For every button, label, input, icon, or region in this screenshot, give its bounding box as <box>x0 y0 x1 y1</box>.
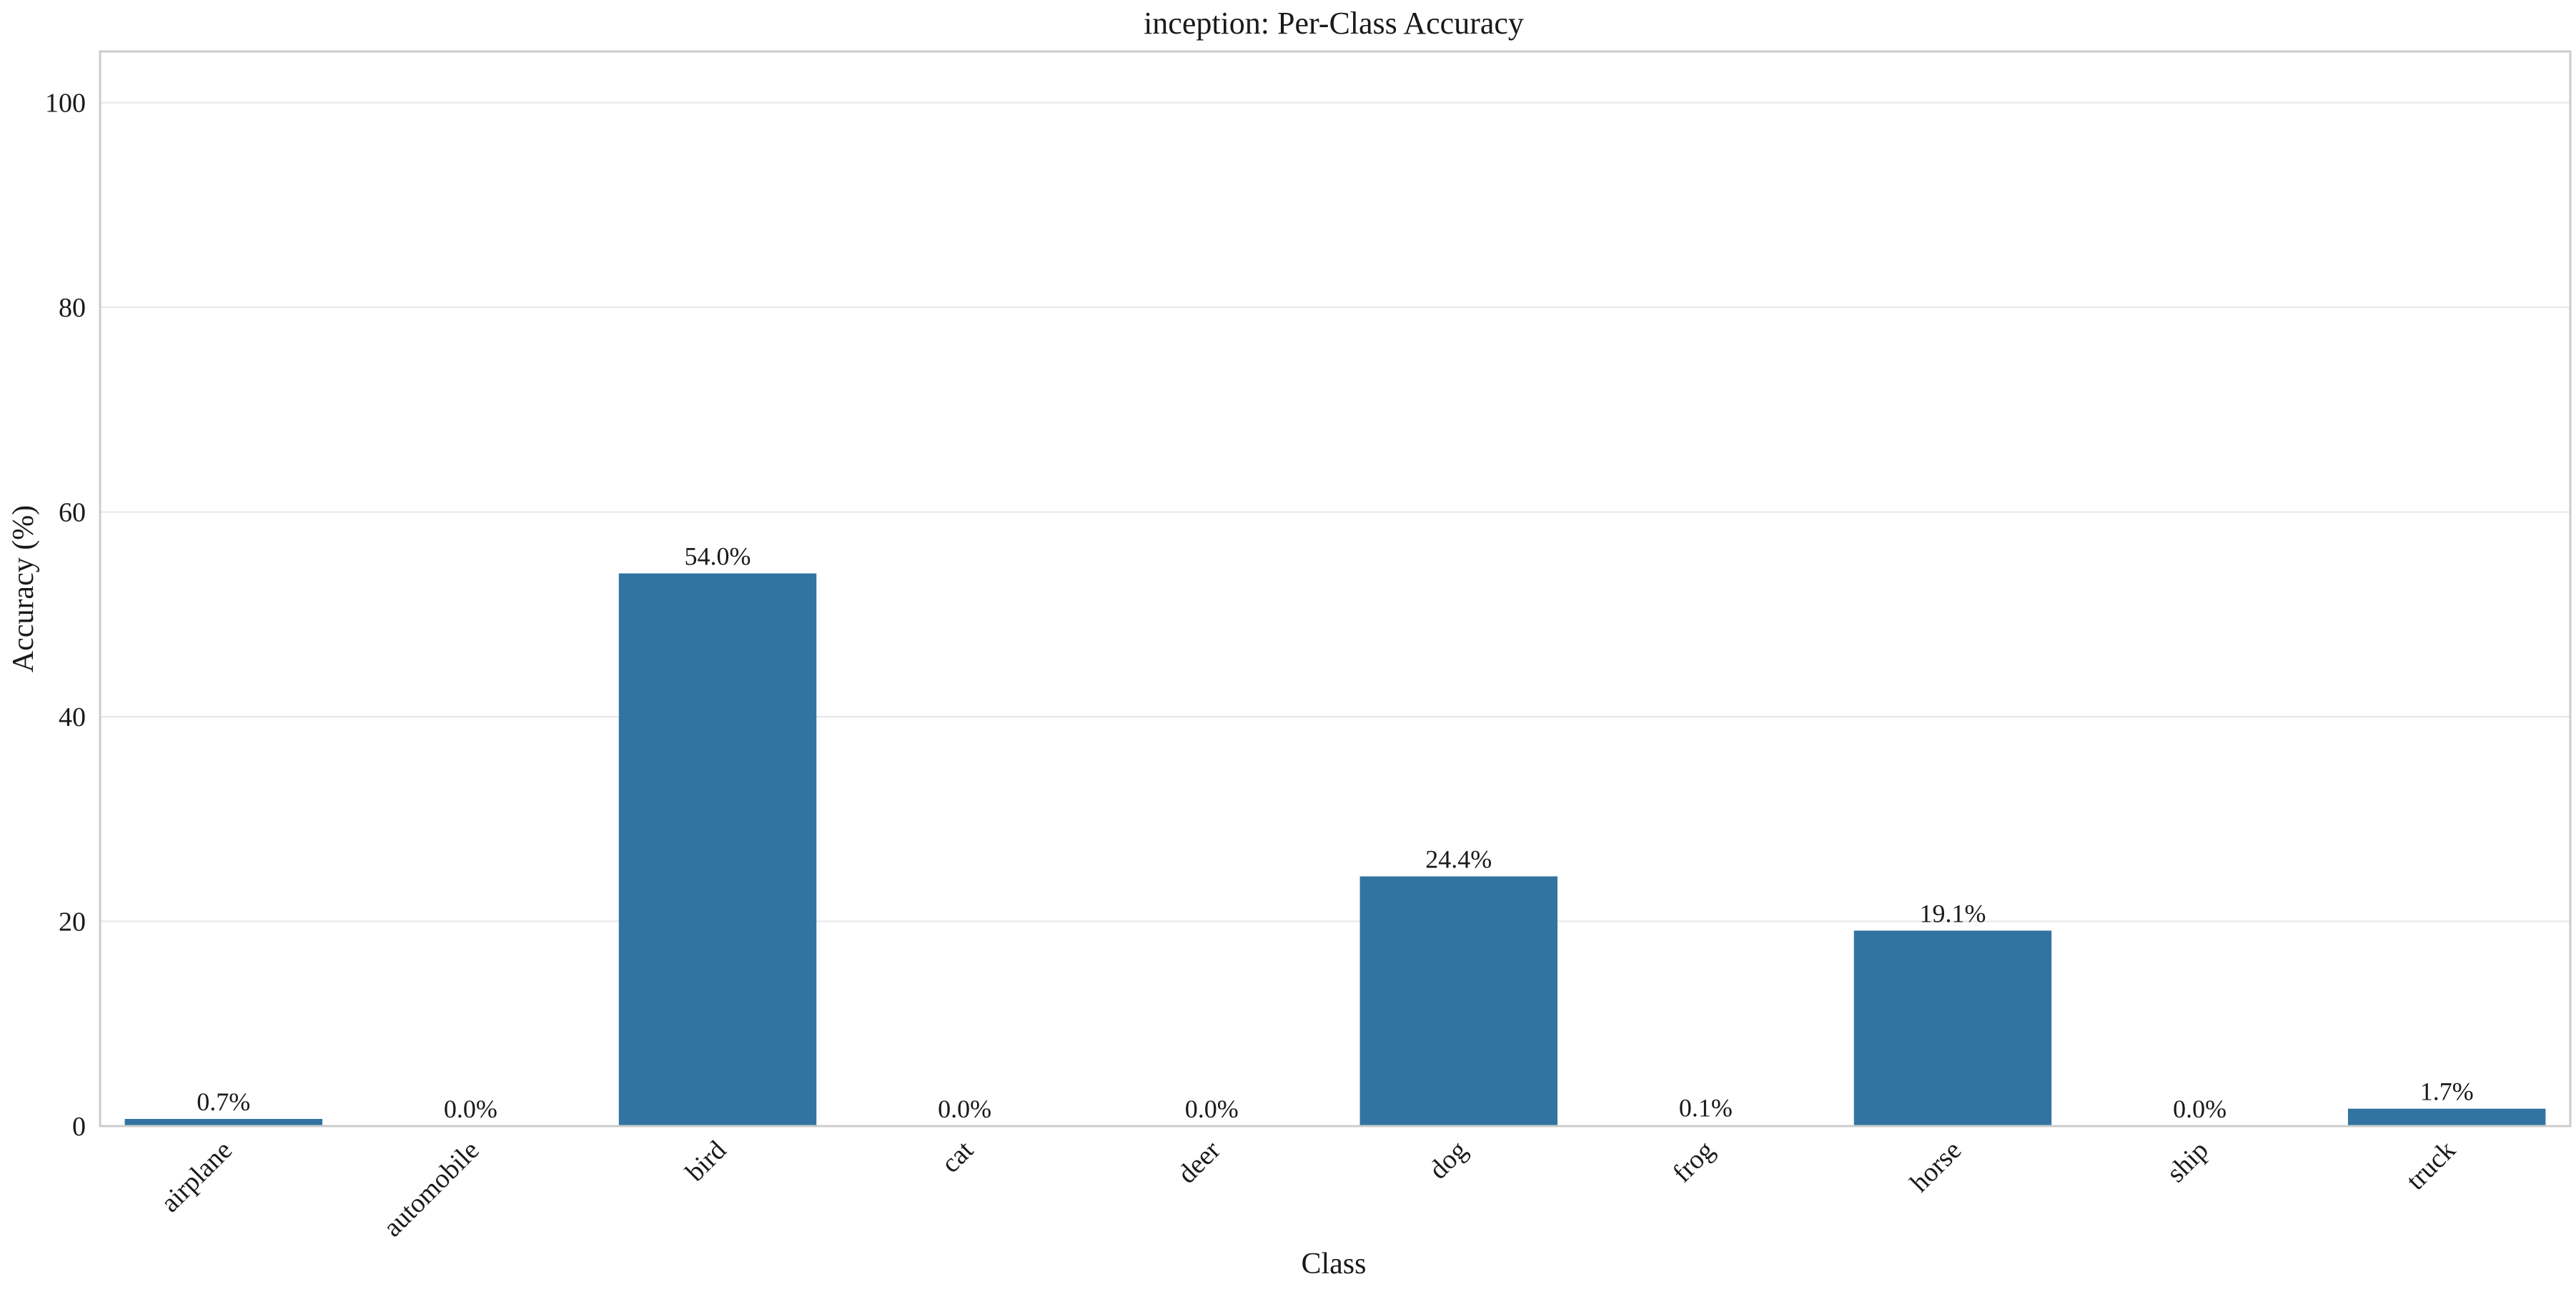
y-tick-label: 60 <box>59 498 86 528</box>
x-tick-label-horse: horse <box>1904 1135 1967 1198</box>
bar-value-label-deer: 0.0% <box>1185 1095 1239 1123</box>
bar-value-label-automobile: 0.0% <box>444 1095 497 1123</box>
y-tick-label: 100 <box>45 89 86 119</box>
y-axis-label: Accuracy (%) <box>7 505 40 672</box>
x-tick-label-frog: frog <box>1667 1135 1720 1188</box>
bar-airplane <box>124 1118 323 1126</box>
bars <box>124 573 2546 1126</box>
x-tick-label-dog: dog <box>1423 1135 1473 1185</box>
x-tick-label-automobile: automobile <box>377 1135 485 1243</box>
bar-truck <box>2347 1108 2546 1126</box>
bar-value-labels: 0.7% 0.0% 54.0% 0.0% 0.0% 24.4% 0.1% 19.1% 0.0% 1… <box>197 542 2473 1123</box>
chart-title: inception: Per-Class Accuracy <box>1144 6 1524 41</box>
x-tick-label-bird: bird <box>680 1135 732 1188</box>
x-tick-label-truck: truck <box>2401 1135 2462 1196</box>
y-tick-label: 80 <box>59 293 86 323</box>
bar-bird <box>618 573 817 1126</box>
bar-value-label-dog: 24.4% <box>1425 845 1492 873</box>
bar-value-label-airplane: 0.7% <box>197 1088 250 1116</box>
x-tick-labels: airplane automobile bird cat deer dog frog hors… <box>155 1135 2462 1243</box>
bar-value-label-bird: 54.0% <box>685 542 751 571</box>
bar-value-label-frog: 0.1% <box>1679 1094 1733 1123</box>
y-tick-label: 20 <box>59 907 86 937</box>
gridlines <box>100 101 2570 1127</box>
y-tick-label: 40 <box>59 702 86 732</box>
bar-horse <box>1853 930 2052 1126</box>
bar-value-label-truck: 1.7% <box>2420 1078 2474 1106</box>
x-tick-label-airplane: airplane <box>155 1135 238 1218</box>
plot-frame <box>99 50 2572 1128</box>
bar-value-label-cat: 0.0% <box>938 1095 991 1123</box>
bar-dog <box>1359 876 1558 1126</box>
bar-value-label-horse: 19.1% <box>1920 899 1986 927</box>
x-axis-label: Class <box>1301 1248 1366 1280</box>
x-tick-label-cat: cat <box>936 1135 979 1178</box>
bar-value-label-ship: 0.0% <box>2173 1095 2226 1123</box>
x-tick-label-ship: ship <box>2161 1135 2214 1189</box>
y-tick-label: 0 <box>72 1112 86 1142</box>
x-tick-label-deer: deer <box>1172 1135 1227 1189</box>
y-tick-labels: 0 20 40 60 80 100 <box>45 89 86 1142</box>
